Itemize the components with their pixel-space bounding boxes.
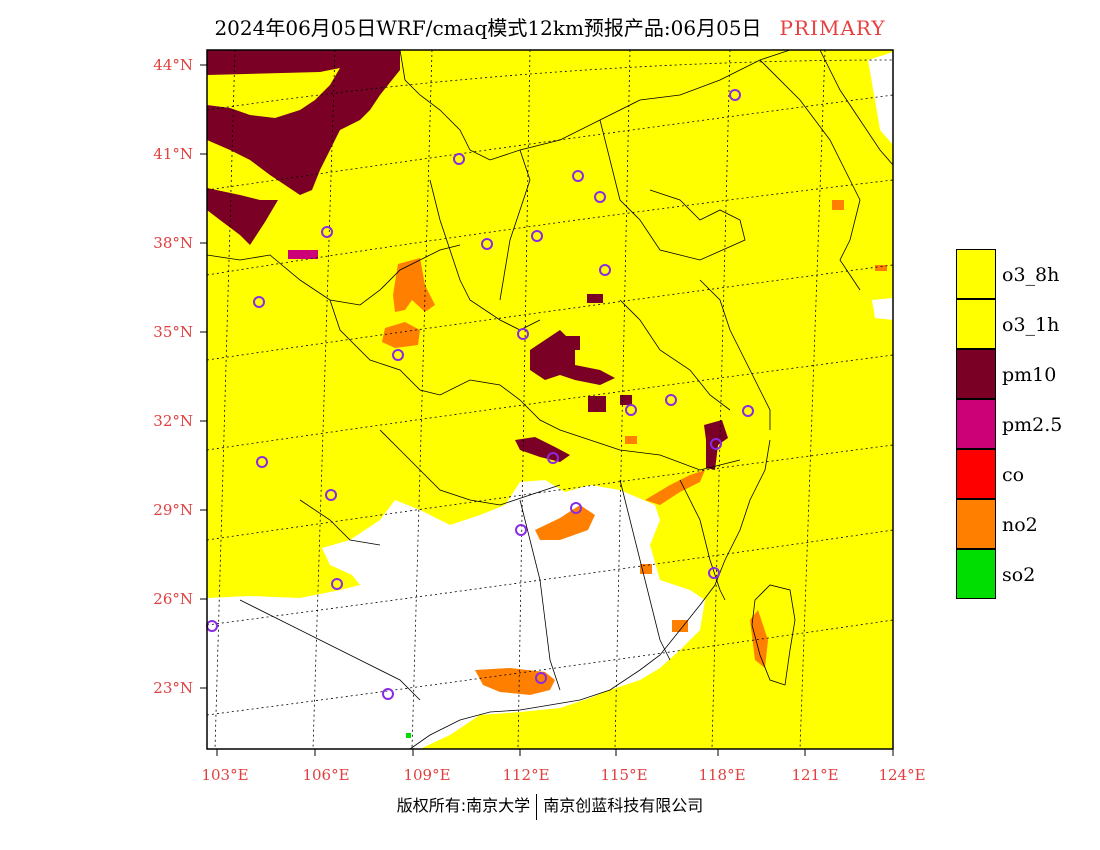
legend-swatch-co (956, 449, 996, 499)
lat-label: 23°N (153, 679, 193, 697)
region-pm10-nw-yellow-hole (207, 68, 340, 118)
station-ring (742, 405, 754, 417)
copyright-owner: 版权所有:南京大学 (396, 796, 531, 815)
region-pm10-west (207, 188, 278, 245)
map-frame (206, 49, 894, 750)
patch-no2-d (625, 436, 637, 444)
station-ring (325, 489, 337, 501)
patch-no2-e (875, 265, 887, 271)
primary-tag: PRIMARY (779, 16, 886, 40)
station-ring (594, 191, 606, 203)
copyright-company: 南京创蓝科技有限公司 (543, 796, 704, 815)
lat-label: 29°N (153, 501, 193, 519)
station-ring (515, 524, 527, 536)
region-pm10-hubei (515, 437, 570, 462)
station-ring (547, 452, 559, 464)
region-clean-east (872, 298, 893, 320)
lat-label: 26°N (153, 590, 193, 608)
station-ring (256, 456, 268, 468)
region-no2-shaanxi (393, 258, 435, 312)
legend-swatch-no2 (956, 499, 996, 549)
lon-label: 121°E (791, 766, 838, 784)
region-no2-jiangxi (645, 470, 705, 505)
region-pm10-central (530, 330, 615, 385)
region-no2-hunan (535, 505, 595, 540)
lon-label: 109°E (403, 766, 450, 784)
boundaries (206, 49, 894, 750)
legend-swatch-pm25 (956, 399, 996, 449)
lat-labels: 44°N 41°N 38°N 35°N 32°N 29°N 26°N 23°N (153, 56, 193, 697)
station-ring (710, 438, 722, 450)
patch-no2-b (832, 200, 844, 210)
station-ring (253, 296, 265, 308)
lon-label: 124°E (878, 766, 925, 784)
patch-pm10-c (620, 395, 632, 405)
station-ring (535, 672, 547, 684)
legend-label-pm10: pm10 (1002, 364, 1057, 386)
station-markers (206, 89, 754, 700)
station-ring (392, 349, 404, 361)
patch-so2-a (406, 733, 411, 738)
legend-label-co: co (1002, 464, 1025, 486)
region-clean-south (207, 480, 705, 749)
legend-swatch-o3-1h (956, 299, 996, 349)
region-no2-chengdu (382, 322, 420, 348)
station-ring (382, 688, 394, 700)
patch-pm25-a (288, 250, 318, 259)
lat-label: 38°N (153, 234, 193, 252)
station-ring (481, 238, 493, 250)
legend-swatch-so2 (956, 549, 996, 599)
map-title: 2024年06月05日WRF/cmaq模式12km预报产品:06月05日 PRIM… (0, 12, 1100, 41)
lon-label: 115°E (600, 766, 647, 784)
copyright-footer: 版权所有:南京大学 南京创蓝科技有限公司 (0, 792, 1100, 820)
lat-label: 35°N (153, 323, 193, 341)
region-no2-taiwan (750, 610, 768, 668)
station-ring (665, 394, 677, 406)
lon-label: 103°E (201, 766, 248, 784)
region-pm10-anhui (704, 420, 728, 470)
station-ring (453, 153, 465, 165)
graticule (206, 49, 894, 750)
region-no2-guangdong (475, 668, 555, 695)
patch-pm10-b (587, 294, 603, 303)
patch-pm10-d (560, 336, 580, 350)
station-ring (570, 502, 582, 514)
legend-label-no2: no2 (1002, 514, 1038, 536)
patch-pm10-a (588, 396, 606, 412)
station-ring (729, 89, 741, 101)
lat-label: 44°N (153, 56, 193, 74)
station-ring (331, 578, 343, 590)
station-ring (517, 328, 529, 340)
lon-label: 106°E (302, 766, 349, 784)
lon-label: 118°E (698, 766, 745, 784)
lat-label: 41°N (153, 145, 193, 163)
station-ring (531, 230, 543, 242)
station-ring (625, 404, 637, 416)
lon-label: 112°E (502, 766, 549, 784)
station-ring (321, 226, 333, 238)
station-ring (599, 264, 611, 276)
legend-swatch-o3-8h (956, 249, 996, 299)
legend-label-pm25: pm2.5 (1002, 414, 1063, 436)
legend-label-so2: so2 (1002, 564, 1036, 586)
lon-labels: 103°E 106°E 109°E 112°E 115°E 118°E 121°… (201, 766, 925, 784)
region-clean-ne (868, 52, 893, 145)
legend-swatch-pm10 (956, 349, 996, 399)
axis-ticks (200, 64, 894, 756)
footer-separator (536, 793, 538, 820)
lat-label: 32°N (153, 412, 193, 430)
patch-no2-a (672, 620, 688, 632)
station-ring (572, 170, 584, 182)
legend-label-o3-8h: o3_8h (1002, 264, 1060, 286)
station-ring (708, 567, 720, 579)
legend-label-o3-1h: o3_1h (1002, 314, 1060, 336)
title-text: 2024年06月05日WRF/cmaq模式12km预报产品:06月05日 (214, 16, 762, 40)
patch-no2-c (640, 564, 652, 574)
